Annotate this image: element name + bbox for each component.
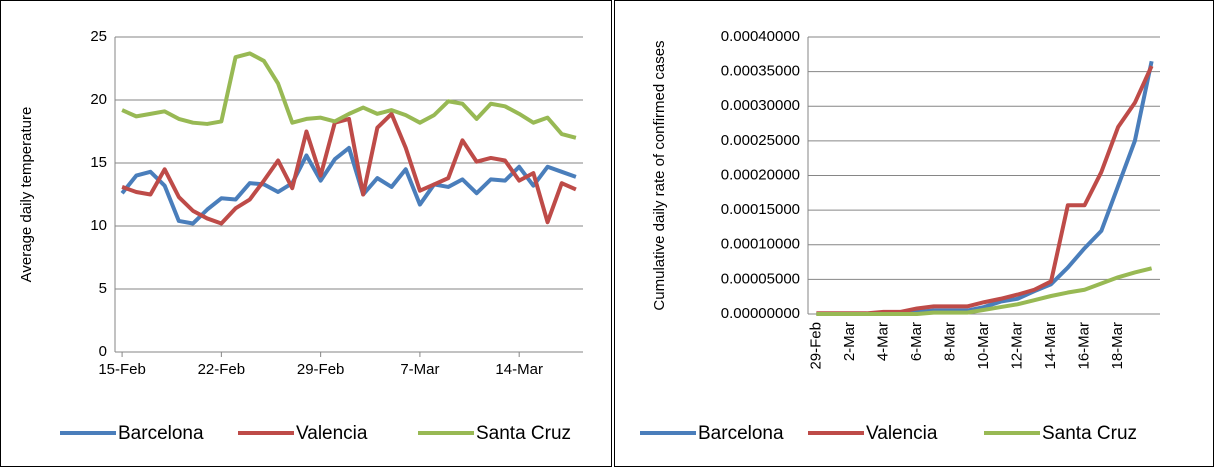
x-tick-label: 2-Mar (841, 322, 858, 361)
series-line (816, 60, 1154, 316)
y-tick-label: 0.00020000 (721, 166, 800, 183)
legend-label: Barcelona (118, 423, 204, 444)
x-tick-label: 8-Mar (941, 322, 958, 361)
y-axis-title: Cumulative daily rate of confirmed cases (651, 40, 668, 310)
legend-label: Valencia (296, 423, 368, 444)
x-tick-label: 15-Feb (98, 361, 146, 378)
x-tick-label: 18-Mar (1109, 322, 1126, 370)
y-tick-label: 0.00010000 (721, 236, 800, 253)
x-tick-label: 10-Mar (975, 322, 992, 370)
y-tick-label: 10 (90, 217, 107, 234)
series-line (121, 111, 577, 226)
y-tick-label: 0.00000000 (721, 305, 800, 322)
y-tick-label: 0.00040000 (721, 28, 800, 45)
x-tick-label: 14-Mar (495, 361, 543, 378)
y-tick-label: 20 (90, 91, 107, 108)
x-tick-label: 4-Mar (874, 322, 891, 361)
y-tick-label: 0.00030000 (721, 97, 800, 114)
x-tick-label: 7-Mar (400, 361, 439, 378)
legend-label: Valencia (866, 423, 938, 444)
y-axis-title: Average daily temperature (18, 107, 35, 283)
series-line (816, 65, 1154, 316)
x-tick-label: 6-Mar (908, 322, 925, 361)
legend-label: Santa Cruz (1042, 423, 1137, 444)
x-tick-label: 16-Mar (1076, 322, 1093, 370)
x-tick-label: 14-Mar (1042, 322, 1059, 370)
y-tick-label: 15 (90, 154, 107, 171)
y-tick-label: 0.00005000 (721, 270, 800, 287)
y-tick-label: 0 (99, 343, 107, 360)
right-panel-frame (614, 0, 1214, 467)
x-tick-label: 22-Feb (198, 361, 246, 378)
legend-label: Barcelona (698, 423, 784, 444)
y-tick-label: 0.00025000 (721, 132, 800, 149)
x-tick-label: 29-Feb (807, 322, 824, 370)
legend-label: Santa Cruz (476, 423, 571, 444)
y-tick-label: 0.00015000 (721, 201, 800, 218)
x-tick-label: 12-Mar (1008, 322, 1025, 370)
series-line (121, 51, 577, 140)
y-tick-label: 25 (90, 28, 107, 45)
series-line (816, 266, 1153, 316)
series-line (120, 145, 577, 226)
left-panel-frame (0, 0, 612, 467)
x-tick-label: 29-Feb (297, 361, 345, 378)
y-tick-label: 5 (99, 280, 107, 297)
y-tick-label: 0.00035000 (721, 63, 800, 80)
